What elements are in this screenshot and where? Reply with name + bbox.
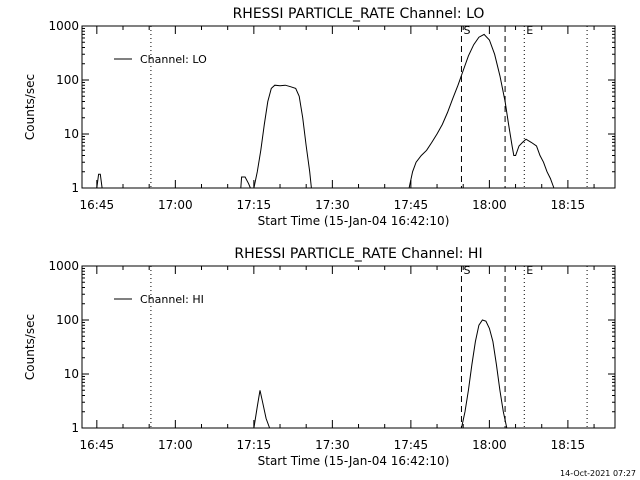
footer-timestamp: 14-Oct-2021 07:27 <box>560 469 636 478</box>
plot-frame <box>81 265 616 429</box>
series-line <box>253 390 271 429</box>
marker-label: S <box>463 24 470 37</box>
plot-frame <box>81 25 616 189</box>
x-tick-label: 17:30 <box>315 438 350 452</box>
x-tick-label: 18:15 <box>551 438 586 452</box>
series-line <box>461 319 508 429</box>
x-tick-label: 17:15 <box>237 198 272 212</box>
series-line <box>253 84 312 189</box>
x-axis-label: Start Time (15-Jan-04 16:42:10) <box>258 454 450 468</box>
x-tick-label: 17:15 <box>237 438 272 452</box>
y-tick-label: 10 <box>64 367 79 381</box>
legend-label: Channel: LO <box>140 53 207 66</box>
y-tick-label: 1000 <box>48 259 79 273</box>
chart-panel-0: RHESSI PARTICLE_RATE Channel: LO 1 10 100 10… <box>23 6 616 228</box>
x-tick-label: 17:00 <box>158 438 193 452</box>
x-tick-label: 17:45 <box>394 438 429 452</box>
y-tick-label: 100 <box>56 73 79 87</box>
series-line <box>240 176 251 189</box>
x-axis-label: Start Time (15-Jan-04 16:42:10) <box>258 214 450 228</box>
x-tick-label: 17:00 <box>158 198 193 212</box>
marker-label: S <box>463 264 470 277</box>
marker-label: E <box>526 264 533 277</box>
series-line <box>96 173 103 189</box>
y-tick-label: 10 <box>64 127 79 141</box>
chart-title: RHESSI PARTICLE_RATE Channel: LO <box>233 6 485 22</box>
legend-label: Channel: HI <box>140 293 204 306</box>
y-tick-label: 100 <box>56 313 79 327</box>
y-axis-label: Counts/sec <box>23 314 37 380</box>
chart-panel-1: RHESSI PARTICLE_RATE Channel: HI 1 10 100 10… <box>23 246 616 468</box>
x-tick-label: 16:45 <box>80 438 115 452</box>
series-line <box>408 33 555 189</box>
y-tick-label: 1 <box>71 421 79 435</box>
x-tick-label: 17:30 <box>315 198 350 212</box>
y-axis-label: Counts/sec <box>23 74 37 140</box>
x-tick-label: 18:00 <box>472 438 507 452</box>
x-tick-label: 18:00 <box>472 198 507 212</box>
y-tick-label: 1000 <box>48 19 79 33</box>
marker-label: E <box>526 24 533 37</box>
x-tick-label: 17:45 <box>394 198 429 212</box>
x-tick-label: 16:45 <box>80 198 115 212</box>
x-tick-label: 18:15 <box>551 198 586 212</box>
chart-title: RHESSI PARTICLE_RATE Channel: HI <box>234 246 482 262</box>
y-tick-label: 1 <box>71 181 79 195</box>
